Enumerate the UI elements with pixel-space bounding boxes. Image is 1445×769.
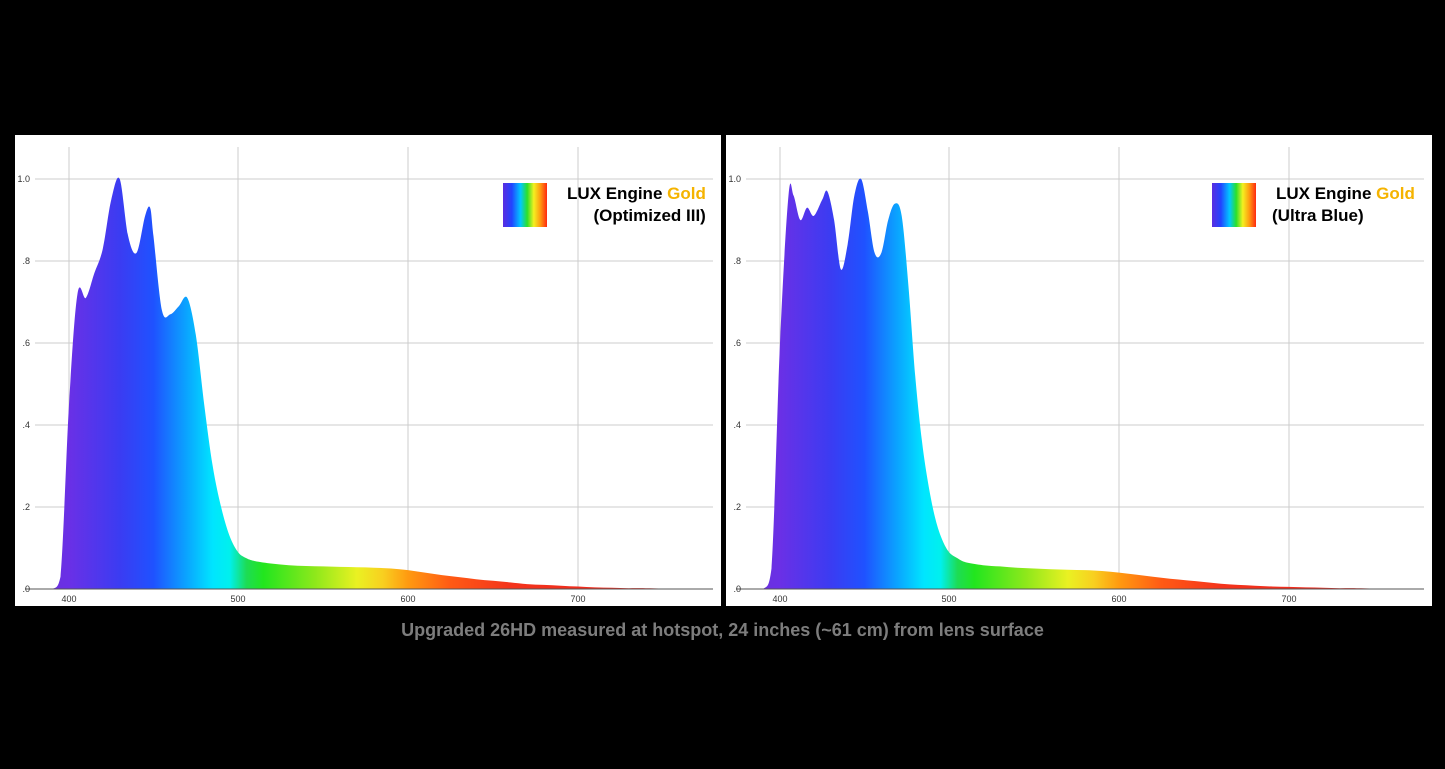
y-tick-label: .0 [733,584,741,594]
x-tick-label: 700 [1281,594,1296,604]
y-tick-label: .6 [733,338,741,348]
y-tick-label: .8 [22,256,30,266]
y-tick-label: .0 [22,584,30,594]
y-tick-label: 1.0 [728,174,741,184]
legend-title: LUX Engine Gold [1272,183,1415,205]
spectrum-swatch-icon [1212,183,1256,227]
x-tick-label: 400 [61,594,76,604]
spectrum-plot-optimized: 400 500 600 700 .0 .2 .4 .6 .8 1.0 [17,147,714,604]
y-tick-label: .2 [733,502,741,512]
legend-title-gold: Gold [1376,184,1415,203]
legend-subtitle: (Ultra Blue) [1272,206,1364,225]
legend-title-prefix: LUX Engine [1276,184,1377,203]
spectrum-chart-ultra-blue: 400 500 600 700 .0 .2 .4 .6 .8 1.0 LUX Engine Gol… [726,135,1432,606]
y-tick-label: .4 [733,420,741,430]
figure-caption: Upgraded 26HD measured at hotspot, 24 in… [401,620,1044,640]
legend-title-gold: Gold [667,184,706,203]
spectrum-chart-optimized: 400 500 600 700 .0 .2 .4 .6 .8 1.0 LUX Engine Gol… [15,135,721,606]
spectrum-swatch-icon [503,183,547,227]
x-tick-label: 600 [1111,594,1126,604]
x-tick-label: 600 [400,594,415,604]
spectrum-area [746,178,1425,589]
legend-title-prefix: LUX Engine [567,184,668,203]
y-tick-label: .8 [733,256,741,266]
legend-subtitle: (Optimized III) [593,206,706,225]
legend-title: LUX Engine Gold [567,183,706,205]
x-tick-label: 400 [772,594,787,604]
y-tick-label: .4 [22,420,30,430]
x-tick-label: 500 [941,594,956,604]
x-tick-label: 500 [230,594,245,604]
y-tick-label: 1.0 [17,174,30,184]
y-tick-label: .6 [22,338,30,348]
spectrum-area [35,177,714,589]
spectrum-plot-ultra-blue: 400 500 600 700 .0 .2 .4 .6 .8 1.0 [728,147,1425,604]
y-tick-label: .2 [22,502,30,512]
x-tick-label: 700 [570,594,585,604]
